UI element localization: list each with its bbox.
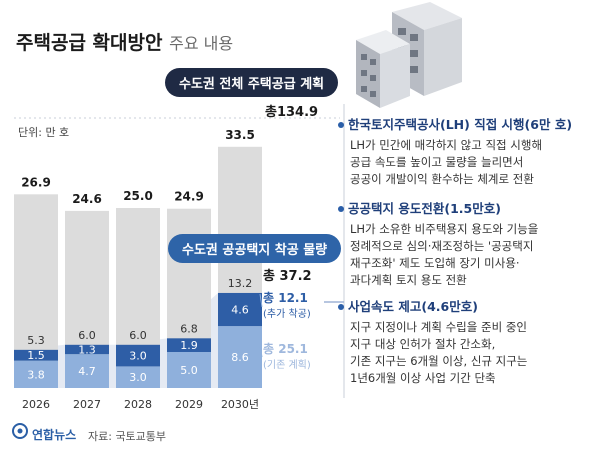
bar-segment-existing (167, 352, 211, 388)
x-tick-label: 2028 (124, 398, 152, 411)
buildings-icon (356, 2, 462, 108)
sum-public: 총 37.2 (263, 269, 312, 284)
panel-connectors (324, 104, 345, 398)
panel-line: LH가 민간에 매각하지 않고 직접 시행해 (350, 138, 543, 152)
panel-line: 재구조화' 제도 도입해 장기 미사용· (350, 256, 520, 270)
panel-line: 정례적으로 심의·재조정하는 '공공택지 (350, 239, 534, 253)
panel-line: 기존 지구는 6개월 이상, 신규 지구는 (350, 354, 528, 368)
panel-item-conversion: 공공택지 용도전환(1.5만호) LH가 소유한 비주택용지 용도와 기능을 정… (338, 198, 538, 289)
bar-segment-existing (116, 366, 160, 388)
panel-item-conversion-head: 공공택지 용도전환(1.5만호) (338, 198, 538, 217)
panel-line: 공급 속도를 높이고 물량을 늘리면서 (350, 155, 524, 169)
panel-item-lh: 한국토지주택공사(LH) 직접 시행(6만 호) LH가 민간에 매각하지 않고… (338, 114, 572, 188)
sum-added-label: (추가 착공) (263, 309, 311, 320)
sum-total: 총134.9 (265, 105, 319, 120)
existing-label: 5.0 (180, 364, 198, 377)
badge-metro-total-plan: 수도권 전체 주택공급 계획 (165, 68, 339, 97)
bar-segment-added (116, 344, 160, 367)
logo-icon (12, 423, 28, 439)
bar-total-label: 25.0 (123, 189, 153, 203)
bullet-icon (338, 303, 344, 310)
existing-label: 8.6 (231, 351, 249, 364)
connector-line (259, 293, 263, 308)
page-title: 주택공급 확대방안 주요 내용 (16, 28, 233, 55)
bullet-icon (338, 205, 344, 212)
x-tick-label: 2030년 (221, 398, 259, 411)
x-tick-label: 2026 (22, 398, 50, 411)
panel-line: 지구 대상 인허가 절차 간소화, (350, 337, 496, 351)
sum-existing: 총 25.1 (263, 342, 308, 356)
added-label: 3.0 (129, 350, 147, 363)
bar-segment-added (167, 338, 211, 352)
bar-total-label: 24.9 (174, 190, 204, 204)
public-land-total-label: 6.0 (78, 329, 96, 342)
existing-label: 4.7 (78, 365, 96, 378)
bar-segment-added (65, 344, 109, 355)
panel-item-speed-head: 사업속도 제고(4.6만호) (338, 296, 527, 315)
sum-existing-label: (기존 계획) (263, 360, 311, 371)
added-label: 1.9 (180, 339, 198, 352)
public-land-total-label: 13.2 (228, 277, 253, 290)
panel-line: 공공이 개발이익 환수하는 체계로 전환 (350, 172, 534, 186)
bar-total-label: 33.5 (225, 128, 255, 142)
source-label: 자료: 국토교통부 (88, 430, 167, 443)
bar-total-label: 24.6 (72, 192, 102, 206)
panel-item-lh-head: 한국토지주택공사(LH) 직접 시행(6만 호) (338, 114, 572, 133)
bar-segment-added (14, 349, 58, 361)
panel-line: 1년6개월 이상 사업 기간 단축 (350, 371, 496, 385)
logo-text: 연합뉴스 (32, 428, 77, 442)
connector-line (259, 344, 263, 358)
added-label: 1.5 (27, 349, 45, 362)
bullet-icon (338, 121, 344, 128)
title-main-text: 주택공급 확대방안 (16, 32, 163, 54)
added-label: 1.3 (78, 343, 96, 356)
x-tick-label: 2027 (73, 398, 101, 411)
public-land-total-label: 6.0 (129, 329, 147, 342)
x-tick-label: 2029 (175, 398, 203, 411)
sum-added: 총 12.1 (263, 291, 308, 305)
bar-segment-added (218, 292, 262, 327)
added-label: 4.6 (231, 304, 249, 317)
bar-total-label: 26.9 (21, 175, 51, 189)
public-land-total-label: 6.8 (180, 322, 198, 335)
panel-line: 과다계획 토지 용도 전환 (350, 273, 467, 287)
panel-item-speed: 사업속도 제고(4.6만호) 지구 지정이나 계획 수립을 준비 중인 지구 대… (338, 296, 527, 387)
unit-label: 단위: 만 호 (18, 126, 70, 139)
title-sub-text: 주요 내용 (169, 34, 234, 53)
bar-segment-existing (14, 360, 58, 388)
panel-line: LH가 소유한 비주택용지 용도와 기능을 (350, 222, 539, 236)
existing-label: 3.0 (129, 371, 147, 384)
existing-label: 3.8 (27, 368, 45, 381)
badge-metro-public-land: 수도권 공공택지 착공 물량 (168, 234, 342, 263)
bar-segment-existing (218, 326, 262, 388)
panel-line: 지구 지정이나 계획 수립을 준비 중인 (350, 320, 527, 334)
public-land-total-label: 5.3 (27, 334, 45, 347)
bar-segment-existing (65, 354, 109, 388)
